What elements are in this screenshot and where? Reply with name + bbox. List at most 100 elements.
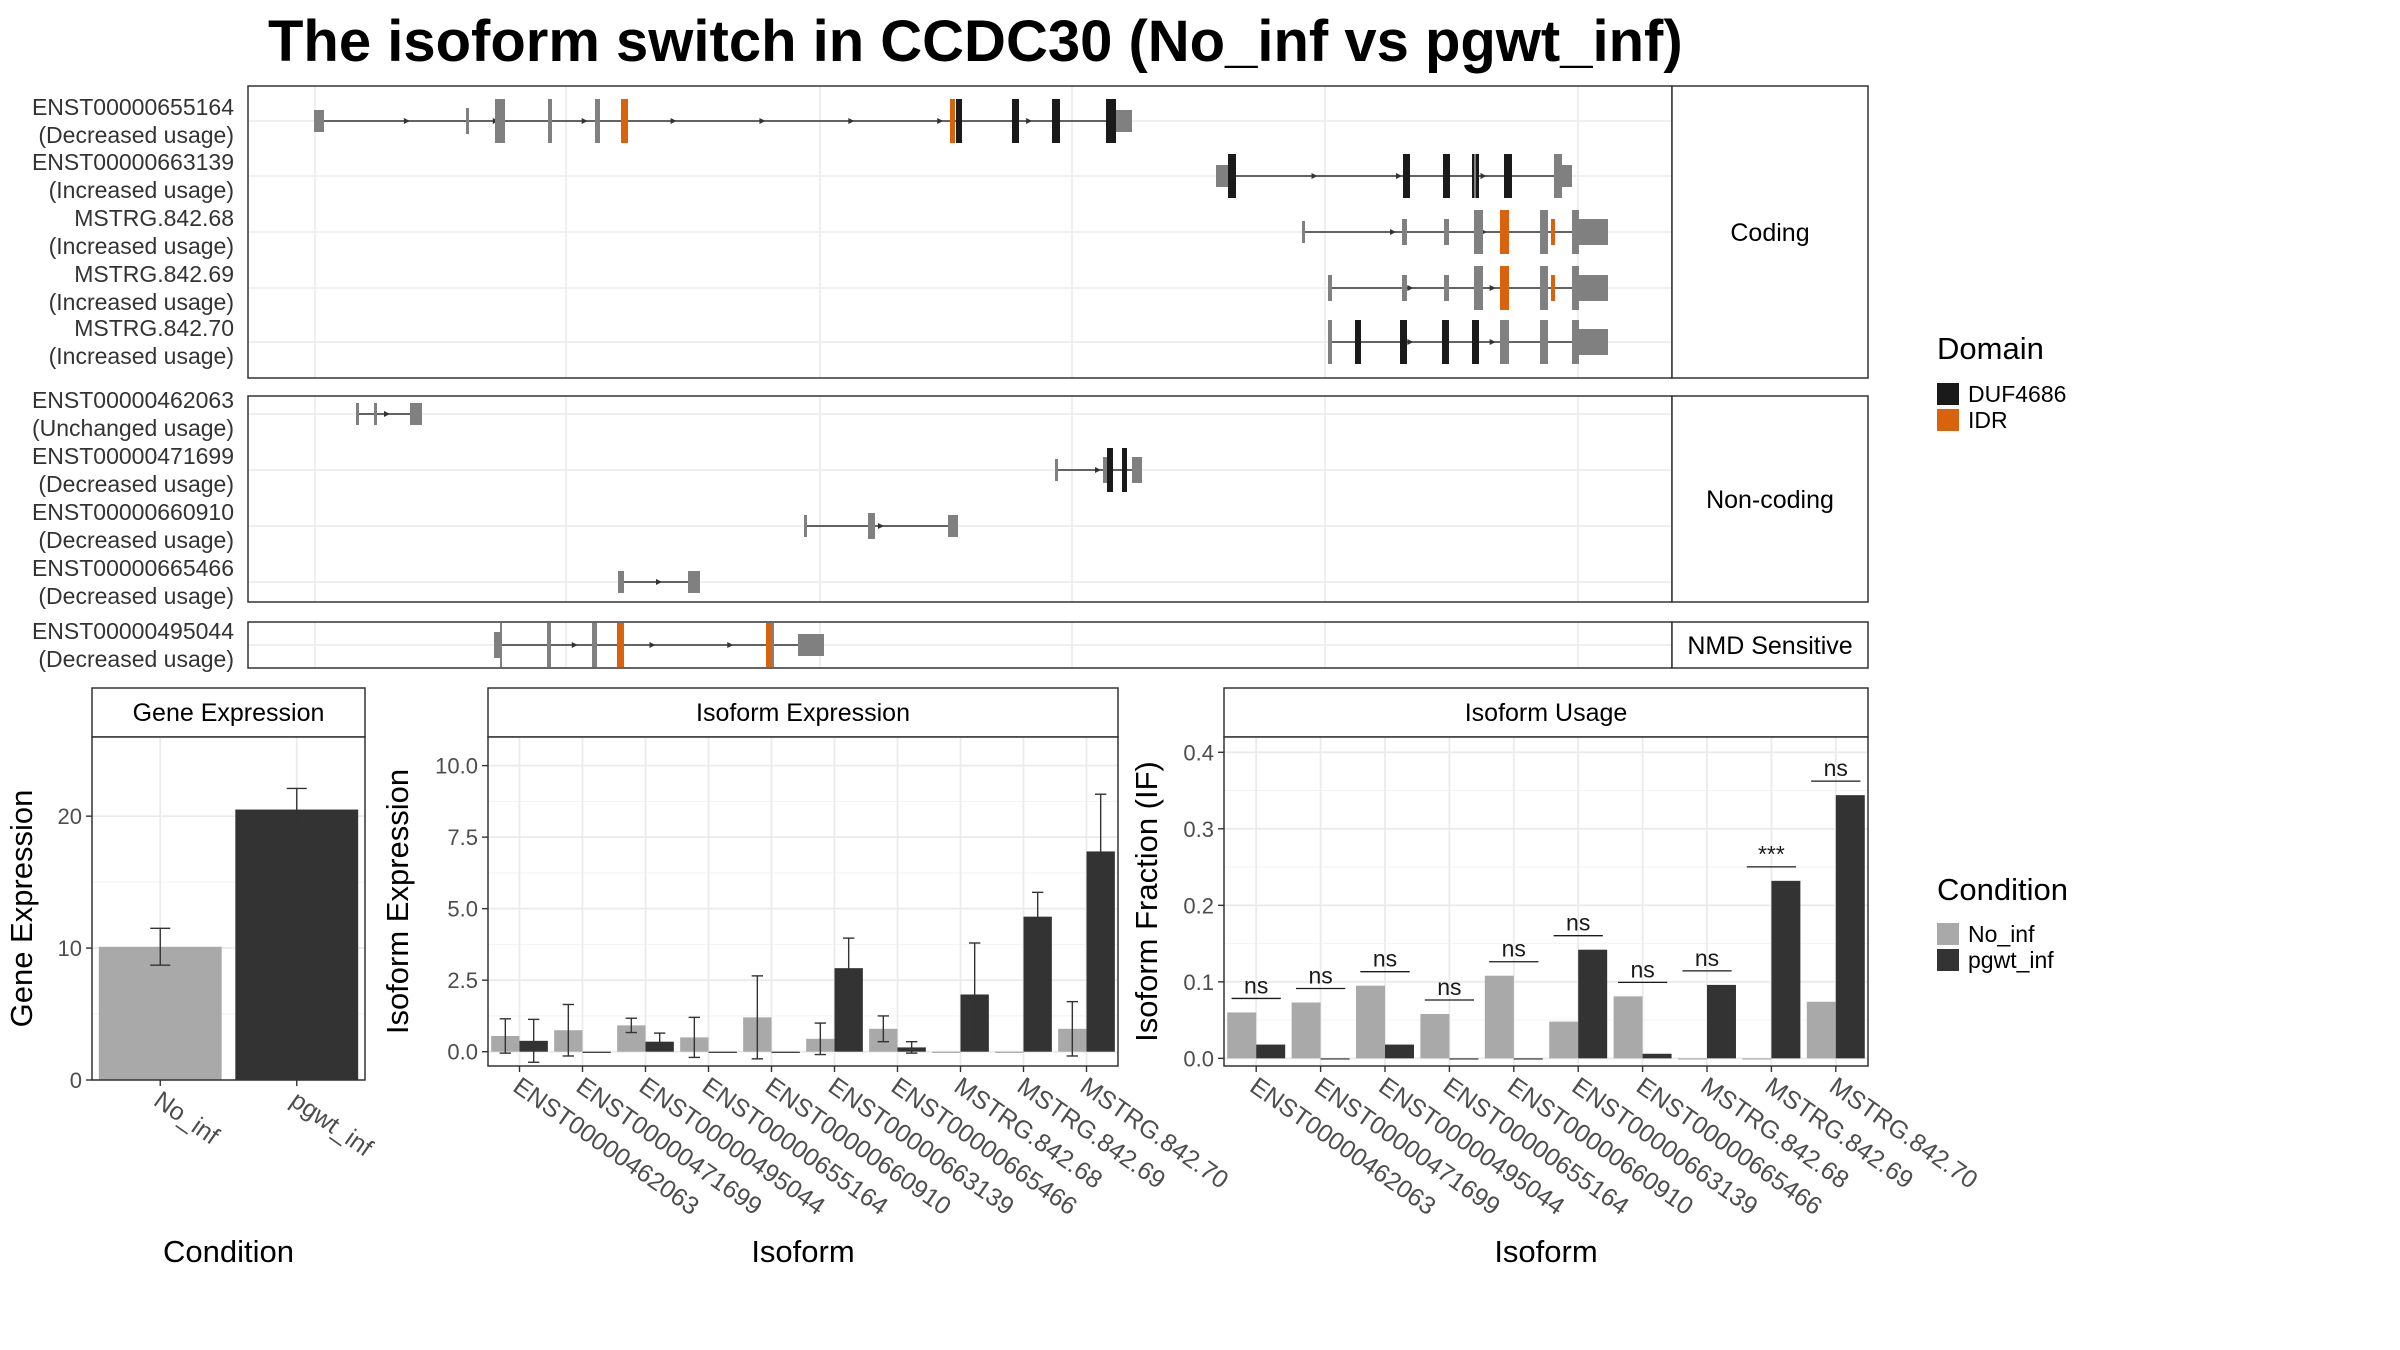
intron-direction-arrow <box>384 411 390 417</box>
page-title: The isoform switch in CCDC30 (No_inf vs … <box>268 9 1683 74</box>
intron-direction-arrow <box>649 642 656 648</box>
x-tick-label: pgwt_inf <box>285 1086 377 1162</box>
bar-No_inf <box>1356 985 1385 1059</box>
exon <box>356 403 359 425</box>
panel-strip-label: NMD Sensitive <box>1687 632 1852 660</box>
bar-pgwt_inf <box>708 1051 737 1053</box>
bar-pgwt_inf <box>1642 1053 1672 1059</box>
exon <box>1132 457 1142 483</box>
legend-condition-label: No_inf <box>1968 921 2035 947</box>
significance-label: ns <box>1695 945 1719 971</box>
exon <box>1572 210 1579 254</box>
exon-duf4686 <box>1012 99 1019 143</box>
exon <box>798 634 824 656</box>
bar-pgwt_inf <box>1771 880 1801 1059</box>
chart-strip <box>91 687 366 738</box>
exon-duf4686 <box>1355 320 1361 364</box>
isoform-id-label: ENST00000665466 <box>32 555 234 581</box>
exon <box>548 99 552 143</box>
y-axis-title: Isoform Expression <box>380 769 415 1034</box>
exon <box>495 99 505 143</box>
bar-No_inf <box>1613 996 1643 1059</box>
exon <box>1402 219 1407 245</box>
exon <box>374 403 377 425</box>
chart-border <box>91 736 366 1081</box>
exon-idr <box>1500 210 1509 254</box>
bar-pgwt_inf <box>1578 949 1608 1059</box>
isoform-id-label: ENST00000663139 <box>32 149 234 175</box>
bar-pgwt_inf <box>1707 984 1736 1059</box>
intron-direction-arrow <box>581 118 588 124</box>
isoform-usage-label: (Unchanged usage) <box>32 415 234 441</box>
intron-direction-arrow <box>1396 173 1402 179</box>
significance-label: ns <box>1308 962 1332 988</box>
exon <box>1444 275 1449 301</box>
y-tick-label: 20 <box>58 804 82 829</box>
exon <box>1302 221 1305 243</box>
intron-direction-arrow <box>1390 229 1396 235</box>
y-axis-title: Gene Expression <box>4 790 39 1028</box>
y-tick-label: 7.5 <box>447 825 478 850</box>
bar-No_inf <box>1227 1012 1257 1059</box>
exon-duf4686 <box>1403 154 1410 198</box>
isoform-id-label: MSTRG.842.68 <box>74 205 234 231</box>
chart-strip <box>1223 687 1869 738</box>
y-tick-label: 5.0 <box>447 897 478 922</box>
bar-No_inf <box>98 946 222 1080</box>
exon <box>1116 110 1132 132</box>
bar-pgwt_inf <box>1513 1058 1543 1060</box>
exon <box>1562 165 1572 187</box>
exon-duf4686 <box>1472 320 1479 364</box>
x-axis-title: Isoform <box>751 1234 854 1269</box>
y-axis-title: Isoform Fraction (IF) <box>1129 761 1164 1042</box>
exon <box>1103 457 1107 483</box>
isoform-id-label: ENST00000471699 <box>32 443 234 469</box>
significance-label: ns <box>1566 910 1590 936</box>
y-tick-label: 0 <box>70 1068 82 1093</box>
bar-pgwt_inf <box>1385 1044 1414 1059</box>
exon-duf4686 <box>1443 154 1450 198</box>
isoform-id-label: ENST00000655164 <box>32 94 234 120</box>
exon <box>1540 210 1548 254</box>
exon <box>1500 320 1509 364</box>
intron-direction-arrow <box>656 579 662 585</box>
exon-duf4686 <box>1052 99 1060 143</box>
exon-duf4686 <box>1122 448 1127 492</box>
exon <box>688 571 700 593</box>
isoform-id-label: MSTRG.842.69 <box>74 261 234 287</box>
y-tick-label: 0.0 <box>447 1040 478 1065</box>
significance-label: ns <box>1373 946 1397 972</box>
intron-direction-arrow <box>848 118 855 124</box>
isoform-id-label: ENST00000495044 <box>32 618 234 644</box>
exon <box>1216 165 1230 187</box>
intron-direction-arrow <box>937 118 944 124</box>
bar-No_inf <box>1678 1058 1707 1060</box>
exon <box>1572 266 1579 310</box>
intron-direction-arrow <box>403 118 410 124</box>
exon-duf4686 <box>1442 320 1449 364</box>
y-tick-label: 0.1 <box>1183 970 1214 995</box>
bar-No_inf <box>1291 1002 1321 1059</box>
bar-No_inf <box>995 1051 1024 1053</box>
intron-direction-arrow <box>1095 467 1101 473</box>
bar-No_inf <box>932 1051 961 1053</box>
x-axis-title: Condition <box>163 1234 294 1269</box>
isoform-usage-label: (Increased usage) <box>49 177 234 203</box>
bar-pgwt_inf <box>582 1051 611 1053</box>
significance-label: ns <box>1244 972 1268 998</box>
isoform-usage-label: (Decreased usage) <box>38 527 234 553</box>
exon <box>1578 329 1608 355</box>
x-axis-title: Isoform <box>1494 1234 1597 1269</box>
exon-idr <box>1551 275 1555 301</box>
exon <box>1055 459 1058 481</box>
legend-condition-label: pgwt_inf <box>1968 947 2054 973</box>
exon-duf4686 <box>956 99 962 143</box>
chart-title: Gene Expression <box>133 699 325 727</box>
isoform-usage-label: (Increased usage) <box>49 289 234 315</box>
exon <box>1328 275 1332 301</box>
y-tick-label: 10 <box>58 936 82 961</box>
bar-pgwt_inf <box>1320 1058 1350 1060</box>
exon-duf4686 <box>1107 448 1113 492</box>
exon-idr <box>1500 266 1509 310</box>
exon <box>1474 266 1483 310</box>
